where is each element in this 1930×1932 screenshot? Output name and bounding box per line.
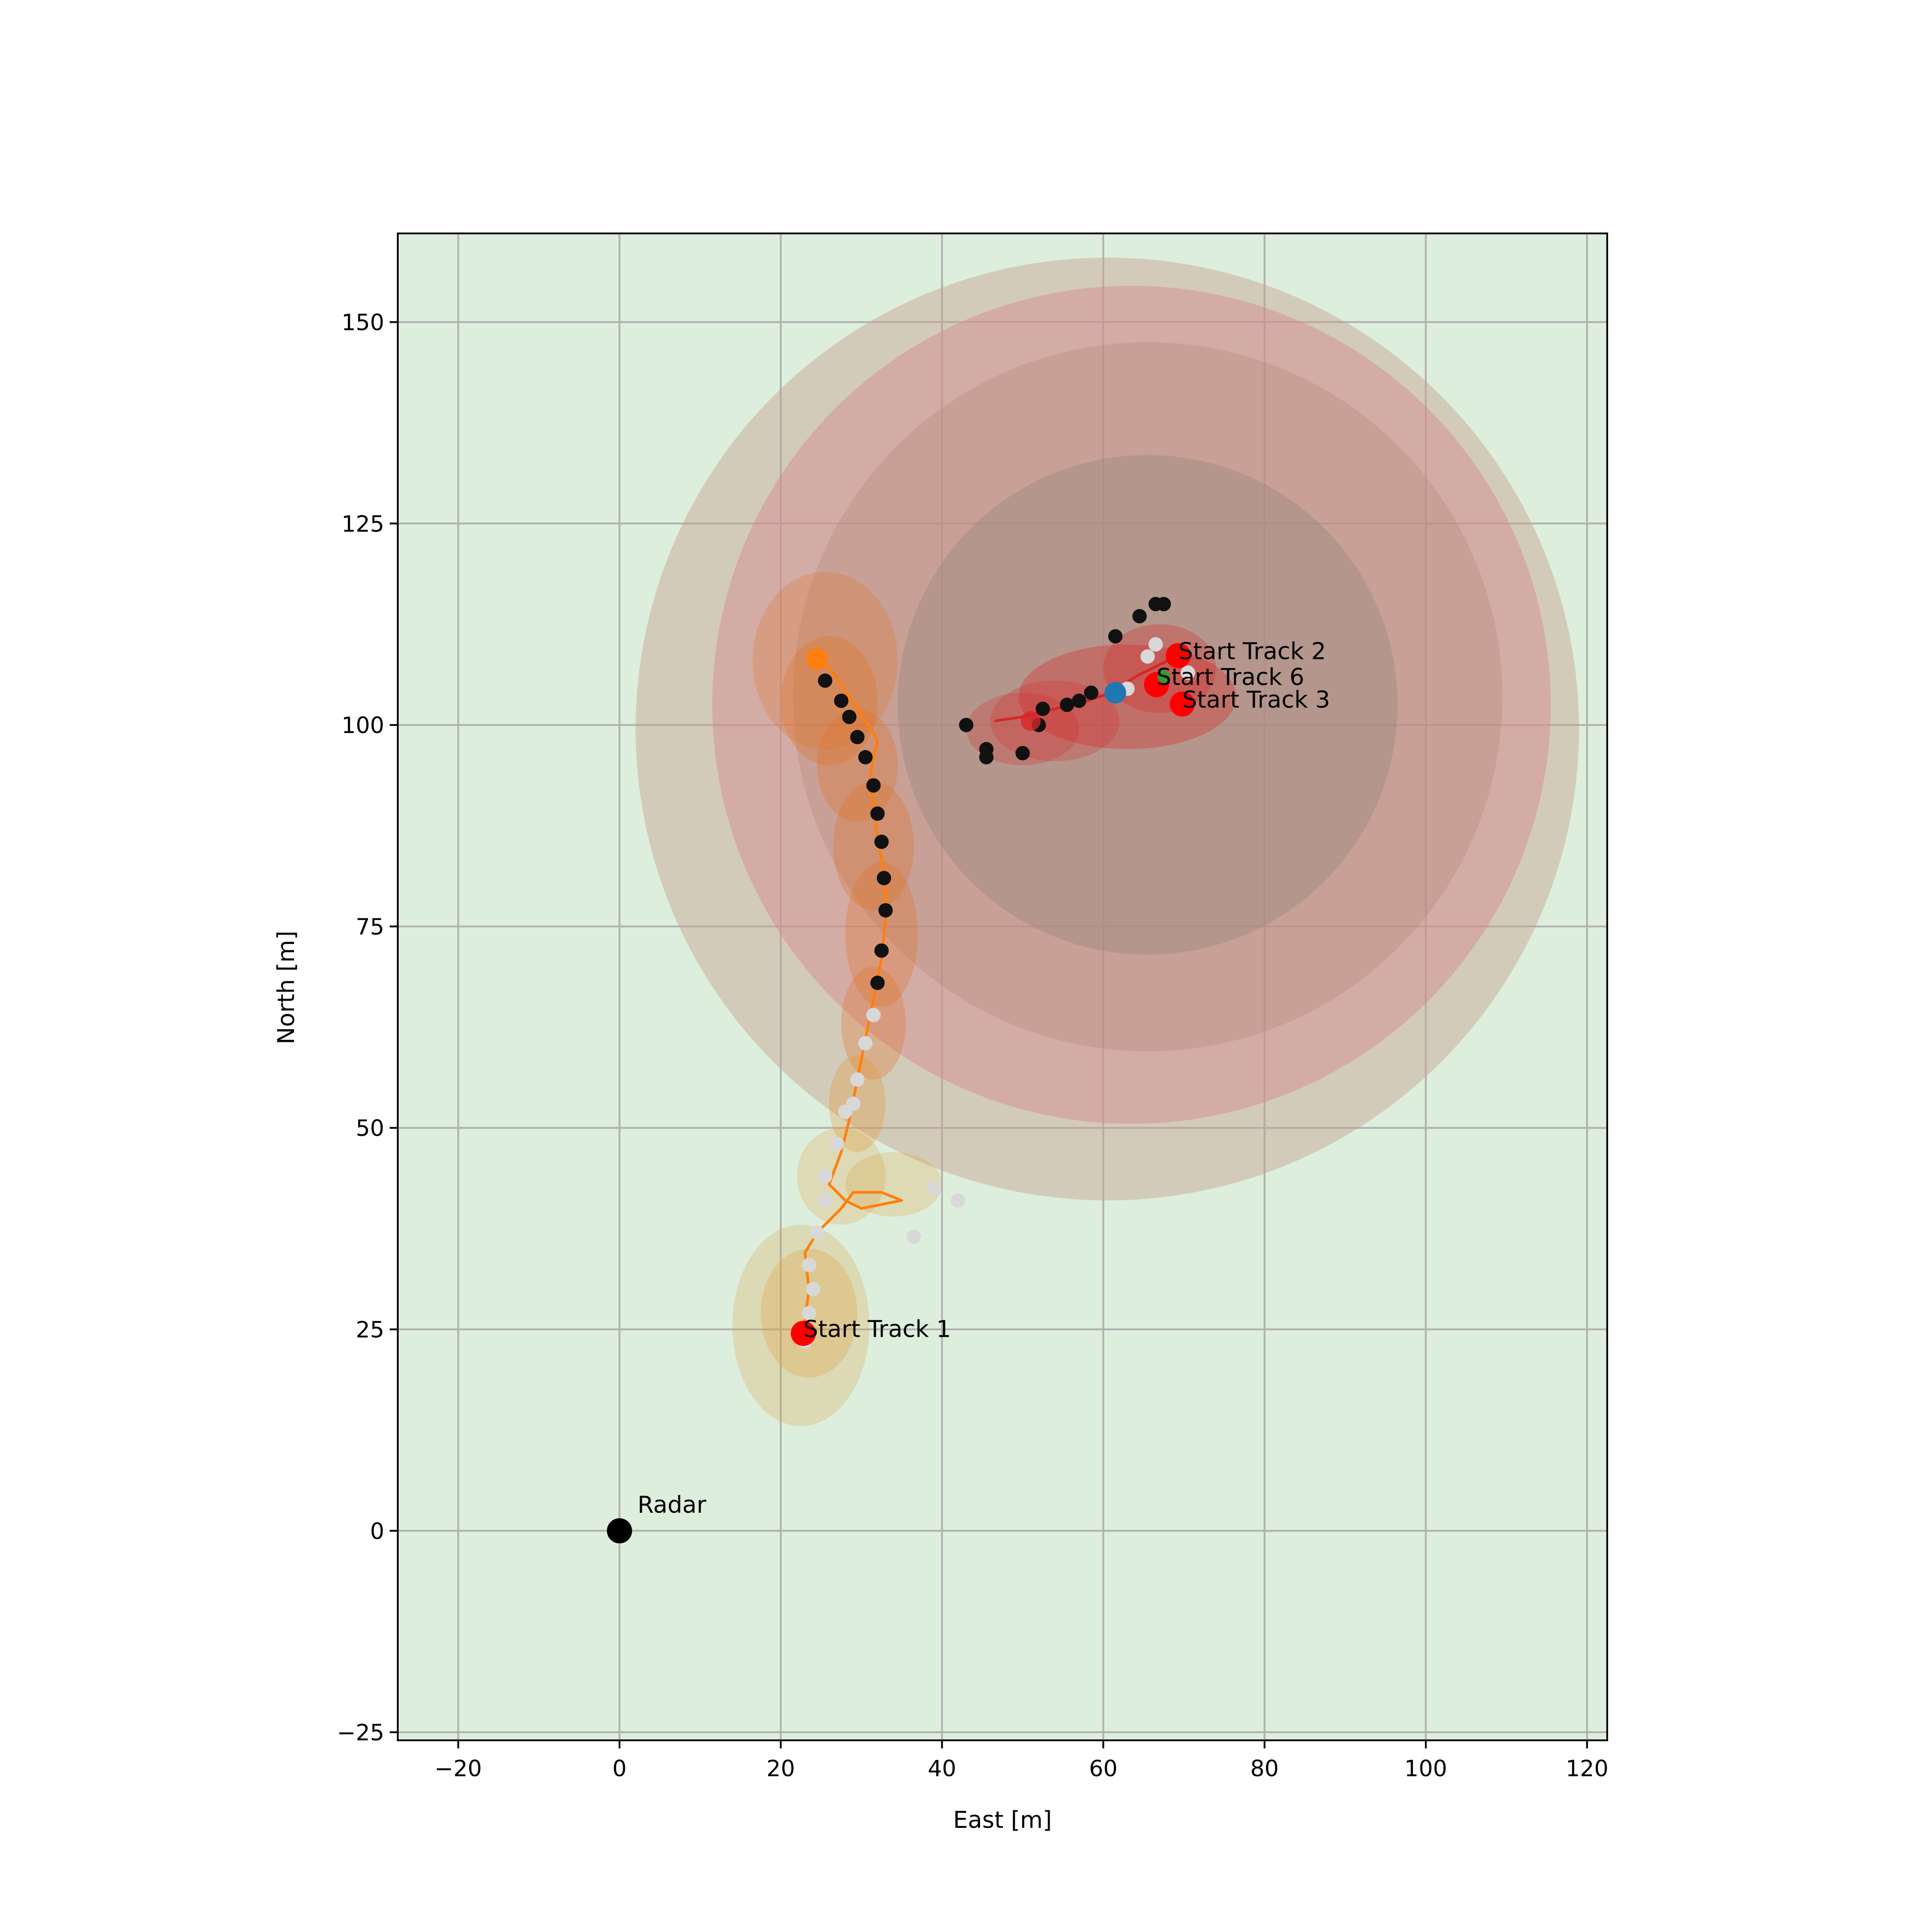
measurement-point (876, 871, 891, 886)
measurement-point (834, 694, 848, 708)
track-current-marker (1020, 711, 1041, 731)
start-track-label: Start Track 1 (803, 1316, 951, 1343)
measurement-point (1035, 702, 1050, 716)
x-tick-label: 20 (766, 1756, 795, 1782)
measurement-point (818, 673, 832, 688)
measurement-point (850, 1072, 865, 1087)
measurement-point (870, 975, 885, 990)
x-tick-label: −20 (435, 1756, 482, 1782)
axis-ticks: −20 0 20 40 60 80 100 120 −25 0 25 50 75 100 125 150 (337, 309, 1608, 1782)
measurement-point (951, 1193, 966, 1208)
covariance-ellipse (817, 709, 898, 822)
measurement-point (1181, 665, 1196, 680)
plot-background (398, 233, 1607, 1740)
measurement-point (878, 903, 893, 918)
measurement-point (1015, 746, 1030, 760)
measurement-point (866, 778, 881, 793)
radar-marker (607, 1518, 632, 1544)
measurement-point (1148, 637, 1163, 652)
start-marker (1157, 670, 1170, 683)
measurement-point (830, 1137, 844, 1151)
grid-lines (398, 233, 1607, 1740)
covariance-ellipses (635, 257, 1579, 1426)
x-tick-label: 100 (1404, 1756, 1447, 1782)
y-tick-label: 100 (342, 712, 384, 738)
measurement-point (809, 1225, 824, 1240)
covariance-ellipse (841, 966, 906, 1080)
radar-label: Radar (637, 1492, 707, 1519)
y-tick-label: 50 (356, 1115, 384, 1142)
measurement-point (1156, 597, 1171, 611)
start-marker (791, 1321, 816, 1346)
start-track-label: Start Track 3 (1183, 686, 1330, 713)
measurement-point (1084, 685, 1099, 700)
measurement-point (842, 710, 857, 724)
covariance-ellipse (793, 342, 1503, 1052)
start-marker (1165, 643, 1191, 668)
covariance-ellipse (712, 285, 1551, 1124)
measurement-point (1140, 649, 1155, 664)
x-tick-label: 80 (1250, 1756, 1279, 1782)
measurement-point (818, 1169, 832, 1184)
covariance-ellipse (897, 455, 1398, 955)
measurement-point (959, 718, 974, 733)
measurement-point (805, 1282, 820, 1296)
y-tick-label: 0 (370, 1518, 384, 1544)
track-current-marker (1104, 682, 1126, 704)
measurement-point (874, 943, 889, 958)
covariance-ellipse (833, 781, 914, 910)
y-tick-label: 150 (342, 309, 384, 335)
measurement-point (801, 1257, 816, 1272)
measurement-point (979, 750, 994, 764)
measurement-point (838, 1104, 853, 1119)
y-tick-label: 75 (356, 914, 384, 940)
y-axis-label: North [m] (273, 931, 300, 1044)
covariance-ellipse (635, 257, 1579, 1201)
x-tick-label: 120 (1565, 1756, 1608, 1782)
measurement-point (870, 806, 885, 821)
start-marker (1169, 691, 1195, 717)
measurement-point (850, 729, 865, 744)
x-tick-label: 0 (612, 1756, 627, 1782)
y-tick-label: −25 (337, 1720, 384, 1746)
track-current-marker (806, 648, 828, 670)
y-tick-label: 25 (356, 1317, 384, 1343)
measurement-point (874, 834, 889, 849)
measurement-point (801, 1306, 816, 1321)
plot-frame (397, 233, 1608, 1741)
covariance-ellipse (845, 1152, 942, 1217)
start-track-label: Start Track 2 (1178, 638, 1326, 665)
measurement-point (1060, 698, 1074, 712)
measurement-point (818, 1193, 832, 1208)
measurement-point (858, 750, 873, 764)
measurement-point (1072, 694, 1086, 708)
measurement-point (927, 1181, 941, 1196)
start-track-label: Start Track 6 (1156, 664, 1304, 691)
measurement-point (858, 1036, 873, 1051)
x-axis-label: East [m] (953, 1807, 1052, 1834)
covariance-ellipse (845, 862, 918, 1007)
x-tick-label: 40 (928, 1756, 956, 1782)
measurement-point (906, 1229, 921, 1244)
x-tick-label: 60 (1089, 1756, 1118, 1782)
measurement-point (866, 1008, 881, 1023)
measurement-point (1108, 629, 1123, 644)
y-tick-label: 125 (342, 511, 384, 537)
measurement-points (797, 597, 1196, 1349)
measurement-point (1132, 609, 1147, 624)
